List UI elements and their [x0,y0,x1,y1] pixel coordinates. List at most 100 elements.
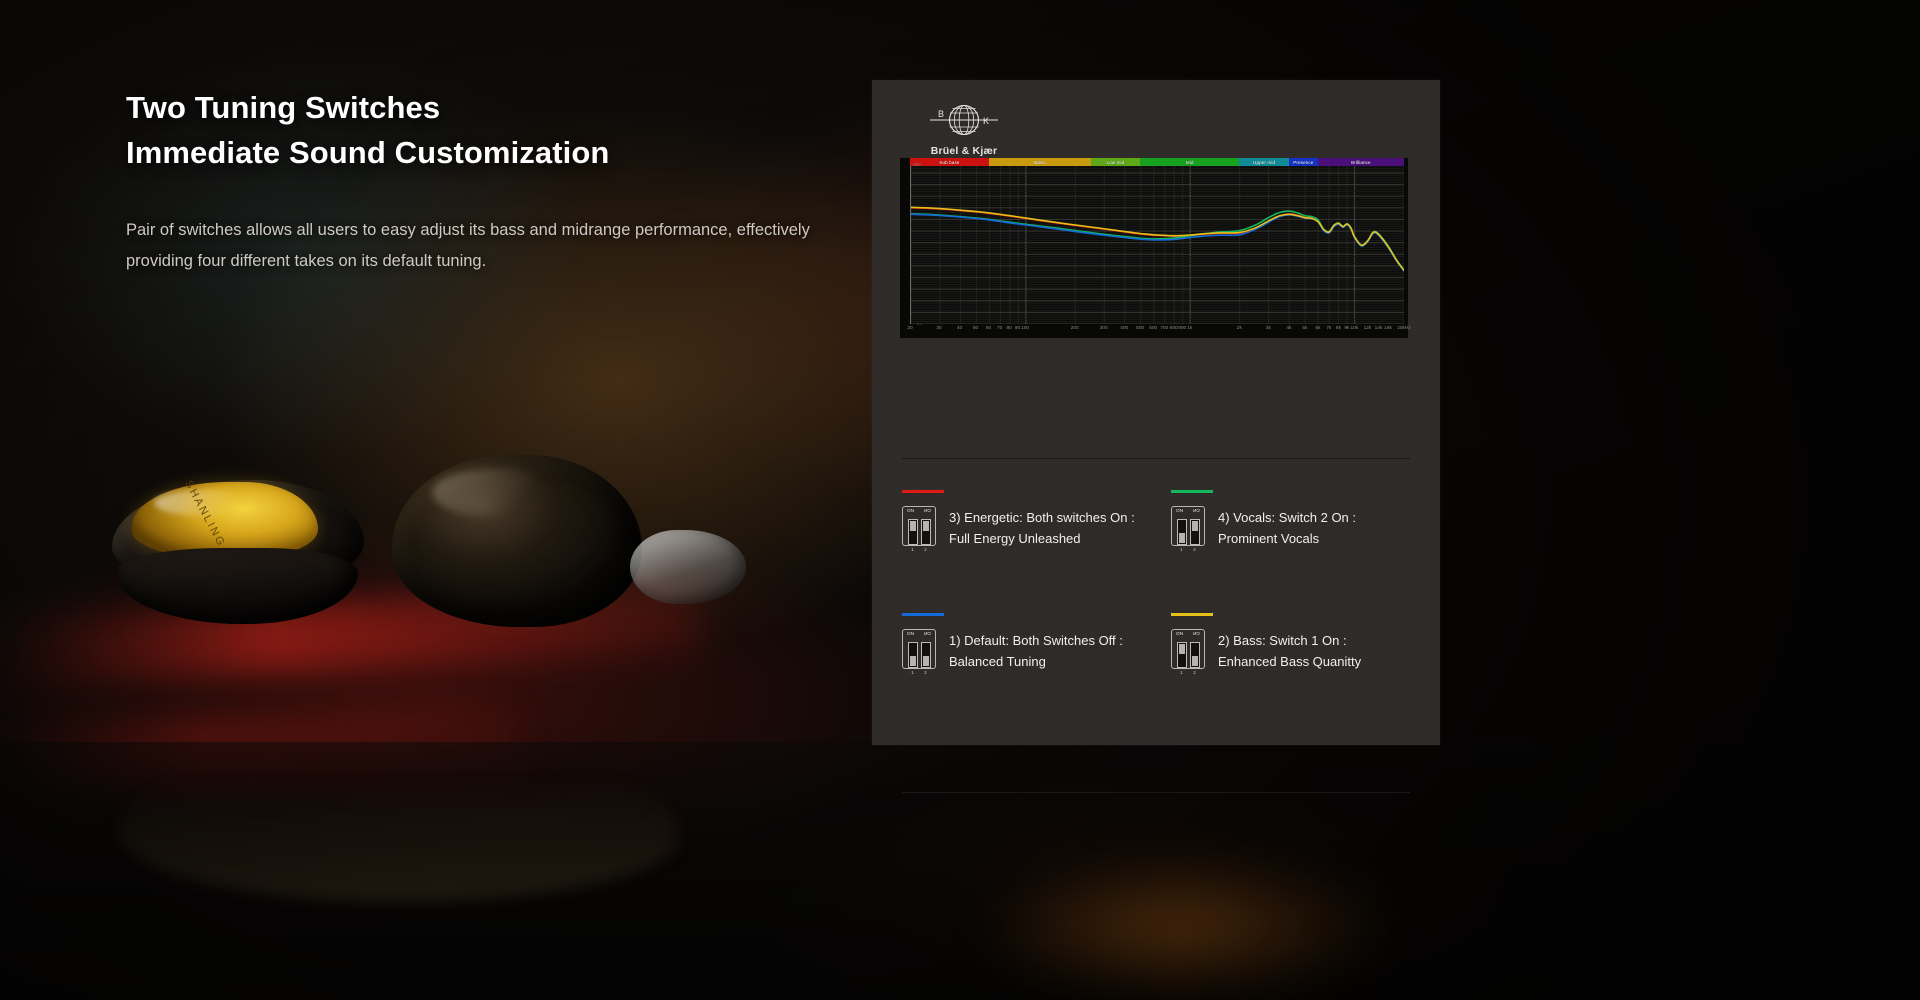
dip-switch-lever [1178,644,1185,655]
x-tick-label: 6k [1315,326,1321,331]
dip-switch-2[interactable]: 2 [1189,642,1200,675]
dip-switch-1[interactable]: 1 [1176,642,1187,675]
tuning-legend: ON ON 1 2 3) Energetic: Both switches On : Fu… [902,486,1414,675]
x-tick-label: 800 [1169,326,1178,331]
dip-switch-number: 2 [1193,670,1196,676]
band-brilliance: Brilliance [1317,158,1404,166]
x-tick-label: 600 [1149,326,1158,331]
legend-line-2: Full Energy Unleashed [949,531,1081,547]
chart-plot-area [910,166,1404,324]
band-label: Brilliance [1351,159,1371,165]
x-tick-label: 80 [1006,326,1012,331]
x-tick-label: 40 [956,326,963,331]
legend-item-default[interactable]: ON ON 1 2 1) Default: Both Switches Off : Bal… [902,609,1145,675]
dip-switch-lever [1178,533,1185,543]
globe-grid-icon: B K [930,104,998,136]
legend-item-vocals[interactable]: ON ON 1 2 4) Vocals: Switch 2 On : Prominent … [1171,486,1414,552]
page-title: Two Tuning Switches Immediate Sound Cust… [126,86,886,175]
x-tick-label: 500 [1136,326,1145,331]
legend-color-rule [902,613,944,617]
dip-switch-icon: ON ON 1 2 [902,506,936,552]
x-tick-label: 4k [1286,326,1292,331]
legend-line-1: 3) Energetic: Both switches On : [949,510,1135,525]
bruel-kjaer-logo: B K Brüel & Kjær [904,100,1024,157]
dip-switch-2[interactable]: 2 [920,642,931,675]
band-label: Low mid [1106,159,1125,165]
dip-switch-lever [1191,521,1198,531]
band-label: Presence [1293,159,1314,165]
band-sub-bass: Sub bass [910,158,989,166]
dip-on-label-right: ON [924,508,931,513]
legend-item-energetic[interactable]: ON ON 1 2 3) Energetic: Both switches On : Fu… [902,486,1145,552]
band-label: Mid [1185,159,1194,165]
dip-switch-2[interactable]: 2 [1189,519,1200,552]
marketing-copy-block: Two Tuning Switches Immediate Sound Cust… [126,86,886,276]
x-tick-label: 50 [972,326,979,331]
dip-on-label-left: ON [907,631,915,637]
x-tick-label: 100 [1021,326,1030,331]
x-tick-label: 400 [1120,326,1129,331]
brand-name: Brüel & Kjær [930,145,998,157]
chart-curves [911,166,1404,324]
legend-description: 3) Energetic: Both switches On : Full Ene… [949,506,1135,549]
x-tick-label: 200 [1070,326,1079,331]
band-upper-mid: Upper mid [1239,158,1289,166]
dip-switch-icon: ON ON 1 2 [902,629,936,675]
y-tick-label: 60 [916,321,922,327]
legend-line-1: 4) Vocals: Switch 2 On : [1218,510,1357,525]
x-tick-label: 10k [1350,326,1359,331]
x-tick-label: 9k [1344,326,1350,331]
dip-switch-icon: ON ON 1 2 [1171,629,1205,675]
band-mid: Mid [1140,158,1240,166]
legend-color-rule [902,490,944,493]
dip-on-label-right: ON [1193,631,1200,637]
x-tick-label: 60 [985,326,992,331]
x-tick-label: 90 [1014,326,1021,331]
dip-switch-number: 1 [911,547,914,552]
dip-switch-lever [922,656,929,667]
legend-line-2: Balanced Tuning [949,654,1046,670]
x-tick-label: 900 [1178,326,1187,331]
band-low-mid: Low mid [1090,158,1141,166]
legend-line-2: Prominent Vocals [1218,531,1320,547]
x-tick-label: 70 [996,326,1003,331]
x-axis-labels: 20 30 40 50 60 70 80 90 100 200 300 400 500 600 700 800… [907,324,1410,338]
body-paragraph: Pair of switches allows all users to eas… [126,221,810,270]
legend-item-bass[interactable]: ON ON 1 2 2) Bass: Switch 1 On : Enhanced Bas… [1171,609,1414,675]
logo-letter-k: K [983,116,989,126]
dip-on-label-right: ON [1193,508,1200,513]
frequency-band-strip: Sub bass Bass Low mid Mid Upper mid Presence B… [910,158,1404,166]
legend-description: 4) Vocals: Switch 2 On : Prominent Vocals [1218,506,1356,549]
band-label: Upper mid [1253,159,1276,165]
legend-color-rule [1171,490,1213,493]
curve-2 [911,207,1404,270]
x-tick-label: 30 [936,326,942,331]
band-label: Sub bass [939,159,960,165]
logo-letter-b: B [938,109,944,119]
dip-switch-number: 2 [1193,547,1196,552]
dip-on-label-left: ON [1176,508,1184,513]
dip-switch-lever [909,521,916,531]
headline-line-2: Immediate Sound Customization [126,134,610,170]
legend-line-1: 1) Default: Both Switches Off : [949,633,1123,649]
x-tick-label: 8k [1335,326,1342,331]
x-tick-label: 20 [907,326,913,331]
legend-line-2: Enhanced Bass Quanitty [1218,654,1362,670]
x-tick-label: 2k [1236,326,1242,331]
dip-switch-1[interactable]: 1 [907,642,918,675]
x-tick-label: 300 [1099,326,1108,331]
x-tick-label: 20kHz [1397,326,1411,331]
legend-color-rule [1171,613,1213,617]
frequency-response-chart: Sub bass Bass Low mid Mid Upper mid Presence B… [900,158,1411,338]
dip-switch-icon: ON ON 1 2 [1171,506,1205,552]
dip-on-label-left: ON [1176,631,1184,637]
dip-switch-number: 1 [1180,547,1183,552]
dip-switch-2[interactable]: 2 [920,519,931,552]
dip-switch-1[interactable]: 1 [1176,519,1187,552]
band-bass: Bass [988,158,1091,166]
dip-switch-1[interactable]: 1 [907,519,918,552]
dip-on-label-left: ON [907,508,915,513]
band-label: Bass [1034,159,1045,165]
x-tick-label: 700 [1160,326,1169,331]
divider-bottom [902,792,1410,793]
